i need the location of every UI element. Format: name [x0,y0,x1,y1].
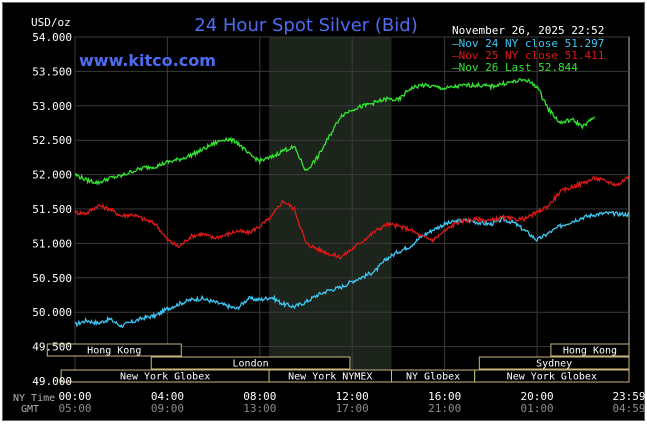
series-line-nov-25 [74,175,630,260]
session-bar [46,343,182,357]
x-row-label-ny: NY Time [13,393,55,404]
session-bar [150,356,351,370]
y-tick-label: 50.000 [32,306,72,319]
chart-title: 24 Hour Spot Silver (Bid) [194,15,417,36]
y-tick-label: 51.000 [32,237,72,250]
x-tick-label-ny: 16:00 [428,390,461,403]
session-bar [478,356,630,370]
x-tick-label-ny: 23:59 [612,390,645,403]
session-label: NY Globex [406,372,460,383]
x-tick-label-gmt: 21:00 [428,402,461,415]
grid [74,36,629,382]
x-tick-label-gmt: 01:00 [520,402,553,415]
y-tick-label: 50.500 [32,272,72,285]
legend-entry: –Nov 24 NY close 51.297 [452,37,604,50]
legend-entry: –Nov 26 Last 52.844 [452,61,578,74]
market-sessions: Hong Kong Hong Kong London Sydney New York G… [46,343,630,383]
series-line-nov-24 [74,210,630,329]
series-line-nov-26 [74,77,596,186]
y-tick-label: 53.000 [32,100,72,113]
y-tick-label: 49.000 [32,375,72,388]
y-tick-label: 54.000 [32,31,72,44]
x-tick-label-gmt: 09:00 [151,402,184,415]
y-tick-label: 52.500 [32,134,72,147]
x-tick-label-gmt: 05:00 [58,402,91,415]
session-bar [550,343,630,357]
y-tick-label: 49.500 [32,341,72,354]
silver-chart: Hong Kong Hong Kong London Sydney New York G… [13,15,646,415]
chart-timestamp: November 26, 2025 22:52 [452,24,604,37]
x-tick-label-gmt: 17:00 [336,402,369,415]
x-tick-label-gmt: 04:59 [612,402,645,415]
x-tick-label-ny: 20:00 [520,390,553,403]
x-tick-label-ny: 00:00 [58,390,91,403]
session-label: Sydney [536,359,572,370]
legend: –Nov 24 NY close 51.297–Nov 25 NY close … [452,37,604,74]
x-tick-label-ny: 04:00 [151,390,184,403]
y-tick-labels: 54.000 53.500 53.000 52.500 52.000 51.500 51.0… [32,31,72,388]
session-label: New York Globex [507,372,597,383]
session-bar [474,369,630,383]
x-tick-label-gmt: 13:00 [243,402,276,415]
session-label: Hong Kong [563,346,617,357]
y-tick-label: 53.500 [32,65,72,78]
x-tick-labels: 00:00 04:00 08:00 12:00 16:00 20:00 23:59 05:00… [58,390,645,415]
x-row-label-gmt: GMT [21,404,39,415]
x-tick-label-ny: 08:00 [243,390,276,403]
series-lines [74,77,630,329]
y-tick-label: 52.000 [32,169,72,182]
y-tick-label: 51.500 [32,203,72,216]
site-watermark: www.kitco.com [79,51,216,70]
session-label: New York NYMEX [288,372,372,383]
y-axis-label: USD/oz [31,16,71,29]
session-label: London [233,359,269,370]
legend-entry: –Nov 25 NY close 51.411 [452,49,604,62]
session-label: New York Globex [120,372,210,383]
x-tick-label-ny: 12:00 [336,390,369,403]
session-label: Hong Kong [87,346,141,357]
